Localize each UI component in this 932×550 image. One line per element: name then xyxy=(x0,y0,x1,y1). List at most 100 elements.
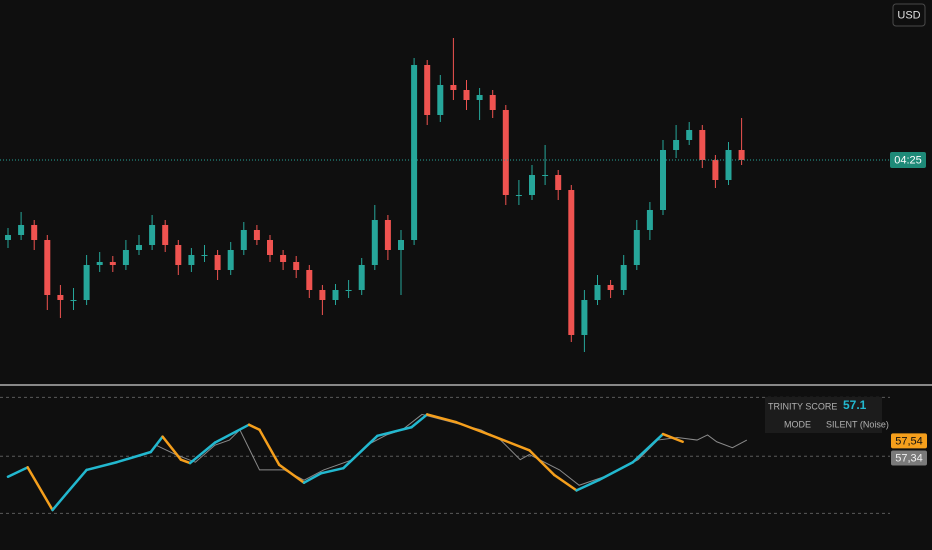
candle-body xyxy=(529,175,535,195)
candle-body xyxy=(384,220,391,250)
countdown-box xyxy=(890,152,926,168)
score-segment xyxy=(575,478,601,492)
candle-body xyxy=(515,195,522,196)
currency-box[interactable] xyxy=(892,3,926,27)
score-segment xyxy=(51,491,69,512)
candle-body xyxy=(568,190,575,335)
score-segment xyxy=(454,420,492,437)
candle-body xyxy=(450,85,457,90)
score-segment xyxy=(528,449,556,477)
candle-body xyxy=(673,140,680,150)
candle-body xyxy=(633,230,640,265)
candle-body xyxy=(162,225,169,245)
candle-body xyxy=(280,255,287,262)
candle-body xyxy=(240,230,247,250)
score-segment xyxy=(488,433,531,452)
candle-body xyxy=(398,240,404,250)
candle-body xyxy=(31,225,38,240)
candle-body xyxy=(5,235,11,240)
score-segment xyxy=(26,466,54,512)
candle-body xyxy=(227,250,234,270)
score-panel xyxy=(765,397,882,433)
value-tag-label: 57,54 xyxy=(895,435,923,447)
candle-body xyxy=(306,270,313,290)
candle-body xyxy=(725,150,732,180)
score-segment xyxy=(631,432,665,464)
score-segment xyxy=(302,472,323,484)
candle-body xyxy=(188,255,195,265)
countdown: 04:25 xyxy=(894,154,922,166)
candle-body xyxy=(57,295,64,300)
candle-body xyxy=(712,160,719,180)
currency-button[interactable]: USD xyxy=(892,3,926,27)
score-segment xyxy=(376,426,413,438)
score-segment xyxy=(277,463,306,484)
candle-body xyxy=(149,225,156,245)
candle-body xyxy=(686,130,693,140)
candle-body xyxy=(620,265,627,290)
candle-body xyxy=(83,265,90,300)
candle-body xyxy=(411,65,418,240)
candle-body xyxy=(476,95,483,100)
score-segment xyxy=(425,413,458,424)
candle-body xyxy=(122,250,129,265)
candle-body xyxy=(18,225,25,235)
candle-body xyxy=(699,130,706,160)
value-tag xyxy=(891,450,927,466)
candle-body xyxy=(358,265,365,290)
candle-body xyxy=(542,175,549,176)
candle-body xyxy=(253,230,260,240)
candle-body xyxy=(463,90,470,100)
candle-body xyxy=(502,110,509,195)
candle-body xyxy=(332,290,339,300)
score-segment xyxy=(85,460,118,472)
candle-body xyxy=(660,150,666,210)
score-segment xyxy=(553,473,578,492)
score-segment xyxy=(161,435,183,461)
candle-body xyxy=(424,65,431,115)
candle-body xyxy=(44,240,51,295)
candle-body xyxy=(607,285,614,290)
candle-body xyxy=(136,245,142,250)
score-segment xyxy=(6,466,29,478)
candle-body xyxy=(555,175,562,190)
score-segment xyxy=(115,450,153,464)
score-segment xyxy=(188,441,217,465)
score-segment xyxy=(65,468,88,495)
candle-body xyxy=(738,150,745,160)
candle-body xyxy=(214,255,221,270)
candle-body xyxy=(109,262,116,265)
score-segment xyxy=(247,423,261,432)
candle-body xyxy=(345,290,352,291)
score-segment xyxy=(410,413,429,429)
score-segment xyxy=(661,432,684,444)
score-segment xyxy=(149,435,164,454)
score-segment xyxy=(597,460,635,482)
mode-label: MODE xyxy=(784,419,811,429)
candle-body xyxy=(267,240,273,255)
score-value: 57.1 xyxy=(843,398,867,412)
candle-body xyxy=(646,210,653,230)
mode-value: SILENT (Noise) xyxy=(826,419,889,429)
candle-body xyxy=(594,285,601,300)
score-segment xyxy=(258,428,281,467)
score-segment xyxy=(342,434,379,470)
value-tag xyxy=(891,433,927,449)
candle-body xyxy=(371,220,378,265)
candle-body xyxy=(437,85,444,115)
score-segment xyxy=(319,466,345,475)
score-segment xyxy=(213,423,251,444)
candle-body xyxy=(201,255,208,256)
candle-body xyxy=(581,300,588,335)
candle-body xyxy=(319,290,326,300)
candle-body xyxy=(96,262,103,265)
score-label: TRINITY SCORE xyxy=(768,401,837,411)
score-segment xyxy=(179,458,192,465)
candle-body xyxy=(489,95,496,110)
currency-label[interactable]: USD xyxy=(897,9,920,21)
value-tag-label: 57,34 xyxy=(895,452,923,464)
candle-body xyxy=(175,245,182,265)
candle-body xyxy=(293,262,300,270)
